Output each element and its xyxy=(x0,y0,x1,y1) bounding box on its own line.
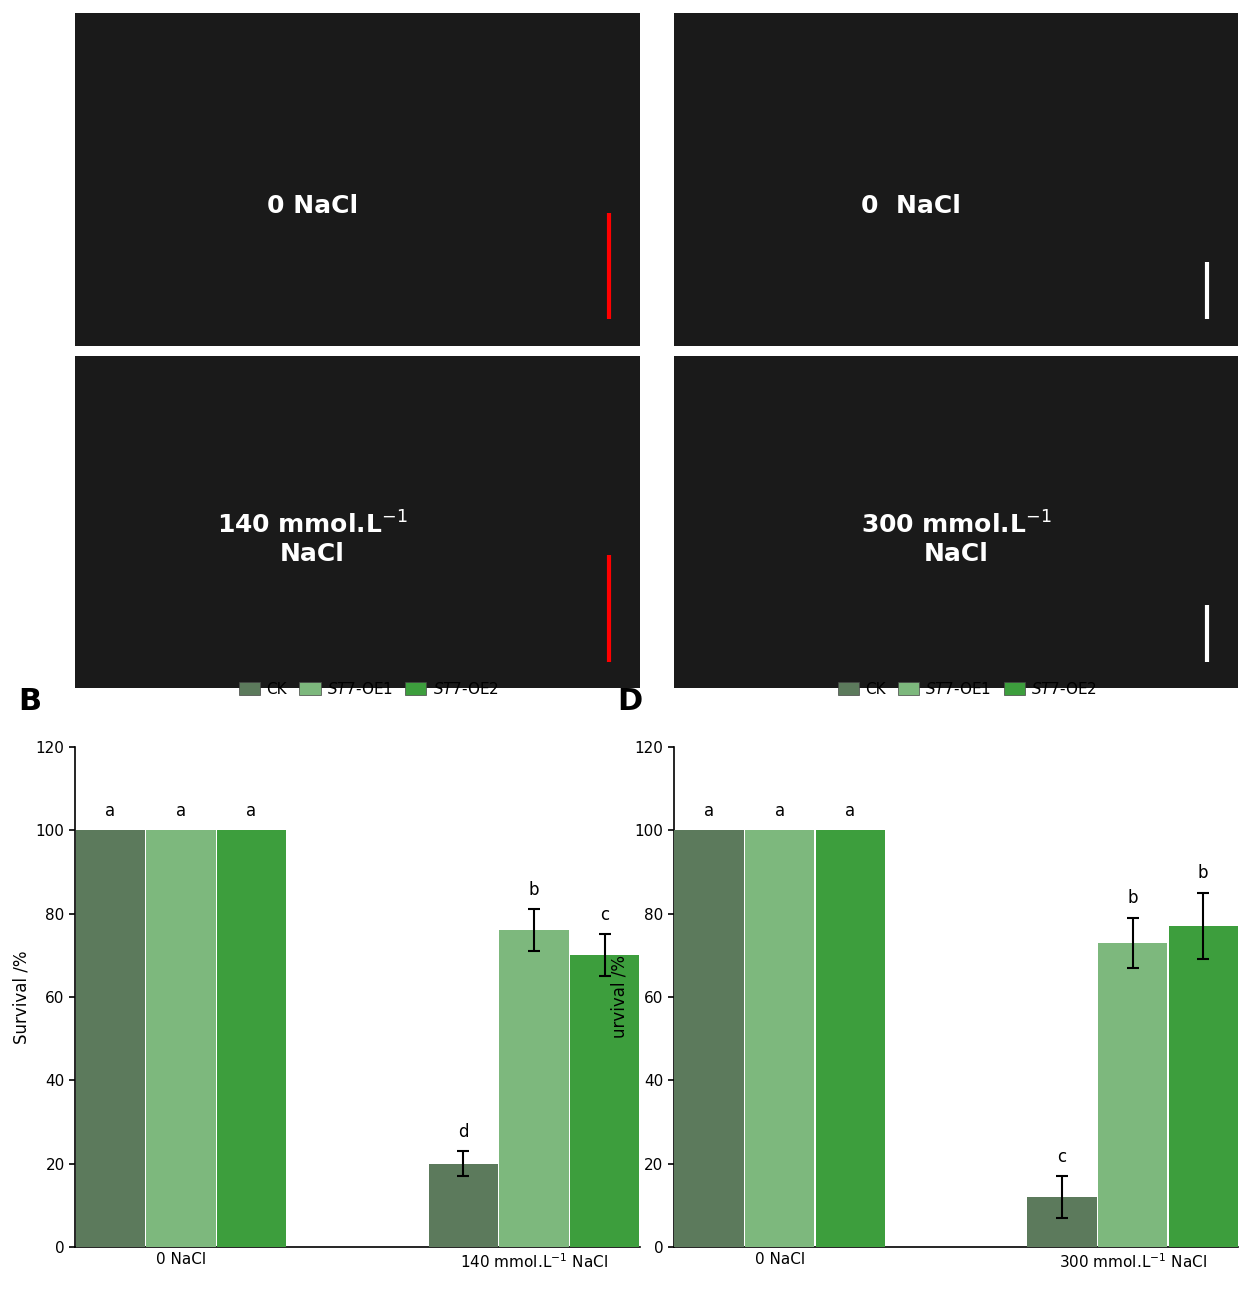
Text: D: D xyxy=(617,687,643,716)
Text: B: B xyxy=(19,687,41,716)
Bar xyxy=(429,1164,498,1247)
Text: a: a xyxy=(774,801,784,820)
Text: a: a xyxy=(246,801,256,820)
Bar xyxy=(1027,1196,1097,1247)
Text: CK: CK xyxy=(174,0,201,3)
Text: 0  NaCl: 0 NaCl xyxy=(861,194,961,218)
Text: b: b xyxy=(1198,864,1208,882)
Text: ST7: ST7 xyxy=(463,0,500,3)
Text: a: a xyxy=(105,801,115,820)
Text: b: b xyxy=(1127,890,1138,908)
Bar xyxy=(499,930,568,1247)
Text: 300 mmol.L$^{-1}$
NaCl: 300 mmol.L$^{-1}$ NaCl xyxy=(861,511,1051,566)
Text: -OE1: -OE1 xyxy=(961,0,1008,3)
Y-axis label: Survival /%: Survival /% xyxy=(13,951,30,1043)
Bar xyxy=(1098,943,1167,1247)
Text: CK: CK xyxy=(762,0,789,3)
Text: a: a xyxy=(704,801,714,820)
Text: -OE2: -OE2 xyxy=(1130,0,1177,3)
Text: d: d xyxy=(458,1122,469,1141)
Text: ST7: ST7 xyxy=(1078,0,1116,3)
Bar xyxy=(1168,926,1237,1247)
Text: ST7: ST7 xyxy=(305,0,343,3)
Legend: CK, $\it{ST7}$-OE1, $\it{ST7}$-OE2: CK, $\it{ST7}$-OE1, $\it{ST7}$-OE2 xyxy=(233,674,504,703)
Bar xyxy=(570,955,639,1247)
Text: -OE1: -OE1 xyxy=(350,0,398,3)
Text: 0 NaCl: 0 NaCl xyxy=(266,194,358,218)
Text: 140 mmol.L$^{-1}$
NaCl: 140 mmol.L$^{-1}$ NaCl xyxy=(216,511,408,566)
Text: c: c xyxy=(600,905,609,924)
Y-axis label: urvival /%: urvival /% xyxy=(610,956,629,1038)
Text: -OE2: -OE2 xyxy=(509,0,557,3)
Bar xyxy=(816,830,884,1247)
Text: a: a xyxy=(846,801,856,820)
Text: a: a xyxy=(176,801,186,820)
Bar xyxy=(216,830,286,1247)
Text: c: c xyxy=(1057,1148,1067,1165)
Legend: CK, $\it{ST7}$-OE1, $\it{ST7}$-OE2: CK, $\it{ST7}$-OE1, $\it{ST7}$-OE2 xyxy=(832,674,1103,703)
Bar xyxy=(746,830,814,1247)
Bar xyxy=(674,830,743,1247)
Text: b: b xyxy=(529,881,539,899)
Text: ST7: ST7 xyxy=(909,0,947,3)
Bar xyxy=(76,830,145,1247)
Bar xyxy=(146,830,215,1247)
